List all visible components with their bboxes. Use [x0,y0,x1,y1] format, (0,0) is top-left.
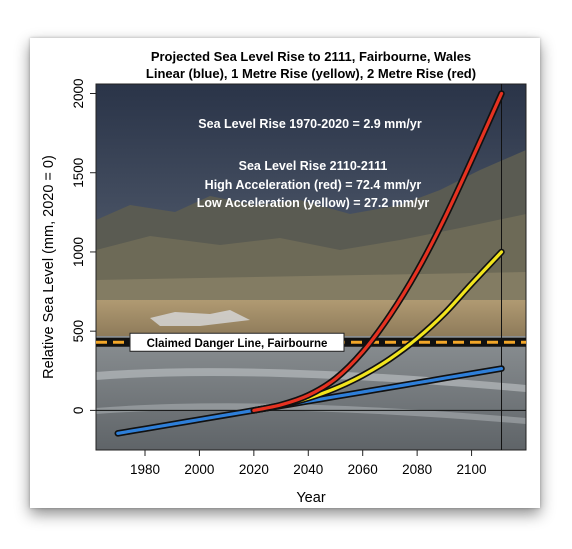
annotation-high-acceleration: High Acceleration (red) = 72.4 mm/yr [205,178,422,192]
y-tick-label: 1000 [71,237,86,267]
x-tick-label: 2000 [184,462,214,477]
annotation-low-acceleration: Low Acceleration (yellow) = 27.2 mm/yr [197,196,430,210]
x-tick-label: 2080 [402,462,432,477]
y-tick-label: 500 [71,320,86,343]
y-tick-label: 0 [71,407,86,415]
chart-subtitle: Linear (blue), 1 Metre Rise (yellow), 2 … [146,66,476,81]
y-tick-label: 1500 [71,158,86,188]
y-tick-label: 2000 [71,78,86,108]
x-tick-label: 2040 [293,462,323,477]
x-tick-label: 1980 [130,462,160,477]
y-axis-label: Relative Sea Level (mm, 2020 = 0) [41,155,57,379]
annotation-rise-2110-2111: Sea Level Rise 2110-2111 [239,159,388,173]
chart-title: Projected Sea Level Rise to 2111, Fairbo… [151,49,471,64]
x-axis-label: Year [296,490,325,506]
x-tick-label: 2020 [239,462,269,477]
annotation-rise-1970-2020: Sea Level Rise 1970-2020 = 2.9 mm/yr [198,117,422,131]
plot-frame [95,83,527,451]
danger-line-text: Claimed Danger Line, Fairbourne [147,338,328,350]
series-line [252,91,504,412]
x-tick-label: 2060 [348,462,378,477]
x-tick-label: 2100 [457,462,487,477]
danger-line-label: Claimed Danger Line, Fairbourne [129,332,345,352]
